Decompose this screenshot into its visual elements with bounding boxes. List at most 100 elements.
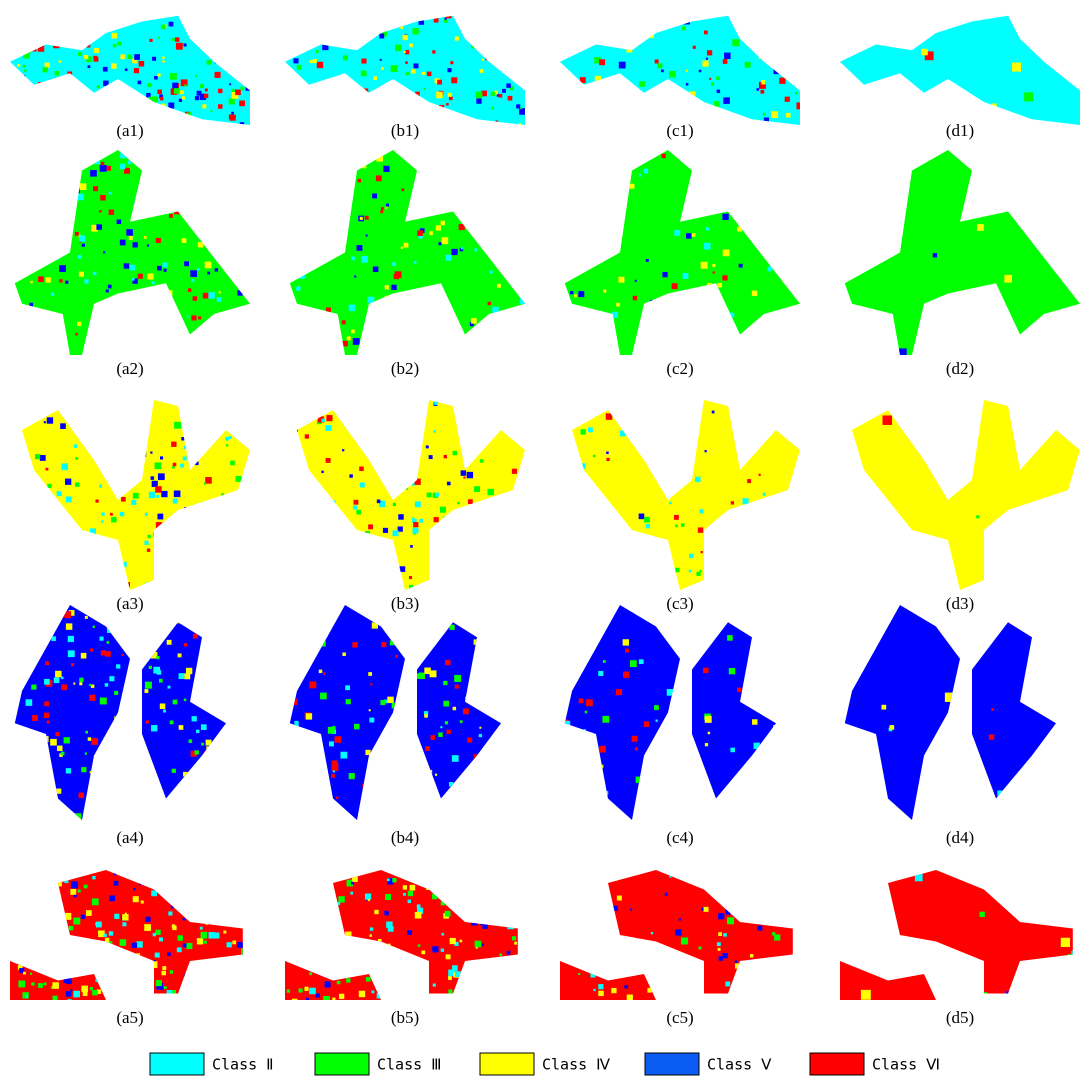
speckle — [737, 227, 742, 232]
speckle — [211, 781, 216, 786]
speckle — [583, 118, 589, 124]
panel-label: (a1) — [116, 121, 143, 140]
speckle — [74, 36, 79, 41]
speckle — [217, 29, 221, 33]
speckle — [787, 243, 791, 247]
speckle — [148, 970, 153, 975]
speckle — [477, 965, 483, 971]
speckle — [393, 503, 396, 506]
speckle — [390, 640, 395, 645]
speckle — [178, 935, 183, 940]
map-panel — [562, 391, 801, 597]
speckle — [679, 730, 682, 733]
speckle — [375, 614, 379, 618]
speckle — [412, 777, 416, 781]
speckle — [132, 278, 135, 281]
speckle — [173, 700, 178, 705]
speckle — [306, 645, 308, 647]
speckle — [44, 701, 49, 706]
speckle — [172, 192, 175, 195]
speckle — [168, 911, 172, 915]
speckle — [166, 873, 168, 875]
speckle — [362, 402, 366, 406]
speckle — [499, 94, 503, 98]
speckle — [639, 659, 644, 664]
speckle — [212, 899, 215, 902]
water-body — [565, 150, 800, 355]
speckle — [51, 324, 56, 329]
speckle — [433, 983, 436, 986]
speckle — [330, 315, 336, 321]
speckle — [668, 98, 671, 101]
speckle — [644, 721, 650, 727]
panel-label: (b2) — [391, 359, 419, 378]
speckle — [57, 895, 62, 900]
speckle — [798, 931, 804, 937]
speckle — [626, 47, 632, 53]
speckle — [669, 875, 671, 877]
speckle — [519, 36, 522, 39]
speckle — [92, 876, 95, 879]
water-body — [852, 400, 1080, 590]
speckle — [29, 577, 34, 582]
speckle — [301, 163, 305, 167]
speckle — [702, 60, 708, 66]
speckle — [668, 759, 672, 763]
speckle — [676, 406, 679, 409]
speckle — [448, 93, 452, 97]
speckle — [475, 941, 482, 948]
speckle — [408, 891, 413, 896]
speckle — [430, 169, 436, 175]
speckle — [335, 33, 338, 36]
speckle — [481, 44, 487, 50]
speckle — [167, 879, 170, 882]
speckle — [523, 910, 529, 916]
speckle — [718, 109, 722, 113]
speckle — [246, 892, 253, 899]
speckle — [351, 329, 355, 333]
speckle — [489, 248, 492, 251]
speckle — [445, 911, 451, 917]
speckle — [504, 323, 509, 328]
speckle — [107, 628, 112, 633]
speckle — [345, 415, 349, 419]
speckle — [196, 730, 199, 733]
speckle — [229, 195, 233, 199]
speckle — [637, 957, 641, 961]
speckle — [373, 266, 379, 272]
speckle — [319, 670, 322, 673]
speckle — [778, 207, 782, 211]
speckle — [132, 390, 137, 395]
speckle — [339, 234, 343, 238]
speckle — [201, 932, 208, 939]
speckle — [796, 102, 803, 109]
speckle — [174, 208, 180, 214]
speckle — [29, 956, 35, 962]
speckle — [418, 330, 424, 336]
speckle — [148, 204, 154, 210]
speckle — [309, 311, 314, 316]
speckle — [636, 777, 642, 783]
speckle — [120, 939, 127, 946]
speckle — [404, 51, 406, 53]
speckle — [564, 219, 568, 223]
speckle — [214, 508, 218, 512]
speckle — [230, 461, 235, 466]
speckle — [499, 323, 504, 328]
speckle — [371, 990, 374, 993]
speckle — [758, 51, 762, 55]
speckle — [75, 813, 81, 819]
speckle — [92, 813, 95, 816]
speckle — [786, 52, 789, 55]
speckle — [159, 937, 163, 941]
speckle — [223, 28, 226, 31]
speckle — [294, 60, 296, 62]
speckle — [1065, 667, 1072, 674]
speckle — [110, 513, 113, 516]
speckle — [349, 305, 355, 311]
speckle — [630, 413, 634, 417]
map-panel — [560, 605, 805, 826]
speckle — [162, 262, 167, 267]
speckle — [770, 194, 773, 197]
speckle — [453, 451, 457, 455]
